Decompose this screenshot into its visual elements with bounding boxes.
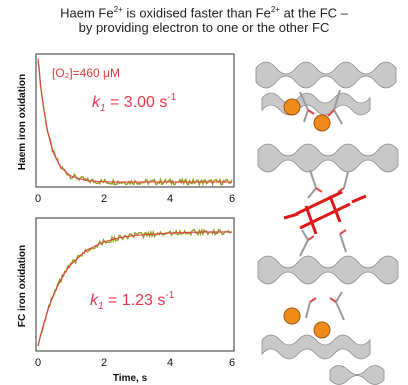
data-trace <box>37 60 233 187</box>
data-trace <box>37 227 233 347</box>
y-axis-label: FC iron oxidation <box>17 245 28 327</box>
x-tick-labels: 0 2 4 6 <box>35 193 235 205</box>
plot-frame <box>35 53 235 188</box>
haem-oxidation-chart: Haem iron oxidation 0 2 4 6 [O₂]=460 μM … <box>17 53 235 205</box>
title-line-2: by providing electron to one or the othe… <box>78 20 330 36</box>
fit-line <box>37 231 232 347</box>
x-axis-label: Time, s <box>113 373 148 384</box>
x-tick-label: 4 <box>167 193 173 205</box>
fc-oxidation-chart: FC iron oxidation 0 2 4 6 Time, s k1 = 1… <box>17 217 235 384</box>
fit-line <box>37 57 232 183</box>
x-tick-label: 0 <box>35 357 41 369</box>
rate-constant-annotation: k1 = 1.23 s-1 <box>90 290 175 312</box>
x-tick-labels: 0 2 4 6 <box>35 357 235 369</box>
iron-atom-markers <box>283 98 331 339</box>
protein-structure-image <box>254 50 404 385</box>
x-tick-label: 2 <box>101 357 107 369</box>
figure-title: Haem Fe2+ is oxidised faster than Fe2+ a… <box>0 2 408 35</box>
rate-constant-annotation: k1 = 3.00 s-1 <box>92 92 177 114</box>
x-tick-label: 0 <box>35 193 41 205</box>
x-tick-label: 6 <box>229 357 235 369</box>
x-tick-label: 4 <box>167 357 173 369</box>
concentration-annotation: [O₂]=460 μM <box>52 66 120 80</box>
title-line-1: Haem Fe2+ is oxidised faster than Fe2+ a… <box>60 5 348 21</box>
x-tick-label: 2 <box>101 193 107 205</box>
plot-frame <box>35 217 235 352</box>
x-tick-label: 6 <box>229 193 235 205</box>
y-axis-label: Haem iron oxidation <box>17 74 28 170</box>
